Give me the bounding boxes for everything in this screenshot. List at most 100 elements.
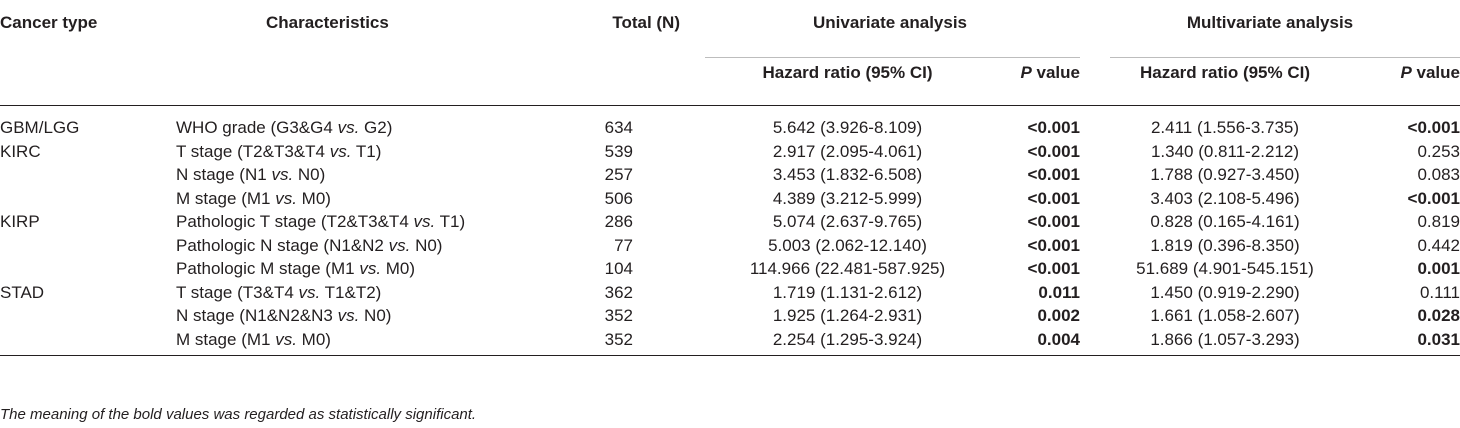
table-body: GBM/LGG WHO grade (G3&G4 vs. G2) 634 5.642 … [0, 106, 1460, 356]
multi-p-cell: 0.028 [1417, 306, 1460, 325]
univariate-divider [705, 57, 1080, 58]
header-univariate-label: Univariate analysis [812, 13, 968, 32]
multi-hr-cell: 0.828 (0.165-4.161) [1150, 212, 1300, 231]
characteristics-tail: N0) [293, 165, 326, 184]
characteristics-vs: vs. [388, 235, 411, 255]
characteristics-cell: WHO grade (G3&G4 vs. G2) [170, 106, 530, 140]
characteristics-tail: N0) [359, 306, 392, 325]
table-footnote: The meaning of the bold values was regar… [0, 406, 477, 423]
multi-p-cell: 0.083 [1417, 165, 1460, 184]
table-row: Pathologic N stage (N1&N2 vs. N0) 77 5.003… [0, 234, 1460, 258]
uni-hr-cell: 3.453 (1.832-6.508) [772, 165, 923, 184]
characteristics-vs: vs. [271, 165, 294, 184]
characteristics-cell: T stage (T2&T3&T4 vs. T1) [170, 140, 530, 164]
total-cell: 539 [604, 141, 633, 161]
header-spacer-1 [0, 57, 170, 106]
uni-p-cell: <0.001 [1027, 141, 1080, 161]
characteristics-tail: T1) [435, 212, 466, 231]
multi-hr-cell: 1.819 (0.396-8.350) [1150, 235, 1300, 255]
total-cell: 634 [604, 118, 633, 137]
header-multi-p-italic: P [1400, 63, 1412, 82]
uni-p-cell: <0.001 [1027, 235, 1080, 255]
uni-hr-cell: 4.389 (3.212-5.999) [772, 188, 923, 208]
characteristics-text: Pathologic N stage (N1&N2 [176, 235, 389, 255]
multi-hr-cell: 1.340 (0.811-2.212) [1150, 141, 1300, 161]
characteristics-text: Pathologic T stage (T2&T3&T4 [176, 212, 414, 231]
characteristics-cell: M stage (M1 vs. M0) [170, 187, 530, 211]
characteristics-tail: M0) [296, 329, 331, 349]
header-uni-p-rest: value [1031, 63, 1080, 82]
uni-p-cell: <0.001 [1027, 118, 1080, 137]
cancer-type-cell [0, 234, 170, 258]
table-row: M stage (M1 vs. M0) 506 4.389 (3.212-5.999… [0, 187, 1460, 211]
multi-p-cell: 0.001 [1417, 259, 1460, 278]
characteristics-vs: vs. [275, 329, 297, 349]
multi-hr-cell: 1.866 (1.057-3.293) [1150, 329, 1300, 349]
multi-hr-cell: 51.689 (4.901-545.151) [1136, 259, 1314, 278]
header-uni-p: P value [975, 57, 1080, 106]
characteristics-vs: vs. [337, 118, 360, 137]
multi-p-cell: 0.031 [1417, 329, 1460, 349]
header-uni-hr: Hazard ratio (95% CI) [762, 63, 933, 82]
cancer-type-cell [0, 257, 170, 281]
total-cell: 506 [604, 188, 633, 208]
characteristics-cell: N stage (N1&N2&N3 vs. N0) [170, 304, 530, 328]
characteristics-tail: N0) [410, 235, 443, 255]
table-row: KIRC T stage (T2&T3&T4 vs. T1) 539 2.917 (2… [0, 140, 1460, 164]
characteristics-vs: vs. [413, 212, 436, 231]
uni-p-cell: 0.002 [1037, 306, 1080, 325]
uni-hr-cell: 1.719 (1.131-2.612) [772, 282, 923, 302]
characteristics-vs: vs. [298, 282, 321, 302]
characteristics-tail: G2) [359, 118, 393, 137]
header-characteristics: Characteristics [266, 13, 389, 32]
characteristics-cell: N stage (N1 vs. N0) [170, 163, 530, 187]
total-cell: 352 [604, 306, 633, 325]
uni-hr-cell: 5.003 (2.062-12.140) [768, 235, 927, 255]
characteristics-vs: vs. [359, 259, 382, 278]
multi-hr-cell: 1.450 (0.919-2.290) [1150, 282, 1300, 302]
characteristics-cell: Pathologic N stage (N1&N2 vs. N0) [170, 234, 530, 258]
multi-p-cell: <0.001 [1407, 188, 1460, 208]
table-row: GBM/LGG WHO grade (G3&G4 vs. G2) 634 5.642 … [0, 106, 1460, 140]
header-spacer-3 [530, 57, 700, 106]
characteristics-vs: vs. [329, 141, 352, 161]
characteristics-text: N stage (N1&N2&N3 [176, 306, 338, 325]
uni-p-cell: <0.001 [1027, 165, 1080, 184]
characteristics-tail: T1&T2) [320, 282, 382, 302]
multi-p-cell: 0.819 [1417, 212, 1460, 231]
characteristics-vs: vs. [275, 188, 297, 208]
cancer-type-cell [0, 163, 170, 187]
total-cell: 257 [604, 165, 633, 184]
uni-hr-cell: 2.254 (1.295-3.924) [772, 329, 923, 349]
header-uni-p-italic: P [1020, 63, 1032, 82]
table-row: N stage (N1 vs. N0) 257 3.453 (1.832-6.508… [0, 163, 1460, 187]
multi-hr-cell: 2.411 (1.556-3.735) [1150, 118, 1300, 137]
uni-hr-cell: 1.925 (1.264-2.931) [772, 306, 923, 325]
header-multi-p-rest: value [1411, 63, 1460, 82]
total-cell: 286 [604, 212, 633, 231]
characteristics-cell: Pathologic T stage (T2&T3&T4 vs. T1) [170, 210, 530, 234]
cox-regression-table: Cancer type Characteristics Total (N) Un… [0, 4, 1460, 356]
uni-p-cell: <0.001 [1027, 259, 1080, 278]
total-cell: 362 [604, 282, 633, 302]
multi-hr-cell: 3.403 (2.108-5.496) [1150, 188, 1300, 208]
cancer-type-cell: STAD [0, 282, 45, 302]
header-multi-hr: Hazard ratio (95% CI) [1139, 63, 1311, 82]
cancer-type-cell: KIRP [0, 212, 40, 231]
total-cell: 104 [604, 259, 633, 278]
header-cancer-type: Cancer type [0, 13, 98, 32]
uni-hr-cell: 2.917 (2.095-4.061) [772, 141, 923, 161]
characteristics-text: Pathologic M stage (M1 [176, 259, 360, 278]
characteristics-text: M stage (M1 [176, 329, 276, 349]
uni-p-cell: 0.004 [1037, 329, 1080, 349]
multi-hr-cell: 1.661 (1.058-2.607) [1150, 306, 1300, 325]
characteristics-tail: M0) [296, 188, 331, 208]
characteristics-cell: Pathologic M stage (M1 vs. M0) [170, 257, 530, 281]
table-row: M stage (M1 vs. M0) 352 2.254 (1.295-3.924… [0, 328, 1460, 356]
multi-p-cell: <0.001 [1407, 118, 1460, 137]
cancer-type-cell [0, 187, 170, 211]
uni-hr-cell: 5.642 (3.926-8.109) [772, 118, 923, 137]
characteristics-text: T stage (T2&T3&T4 [176, 141, 330, 161]
characteristics-text: WHO grade (G3&G4 [176, 118, 338, 137]
